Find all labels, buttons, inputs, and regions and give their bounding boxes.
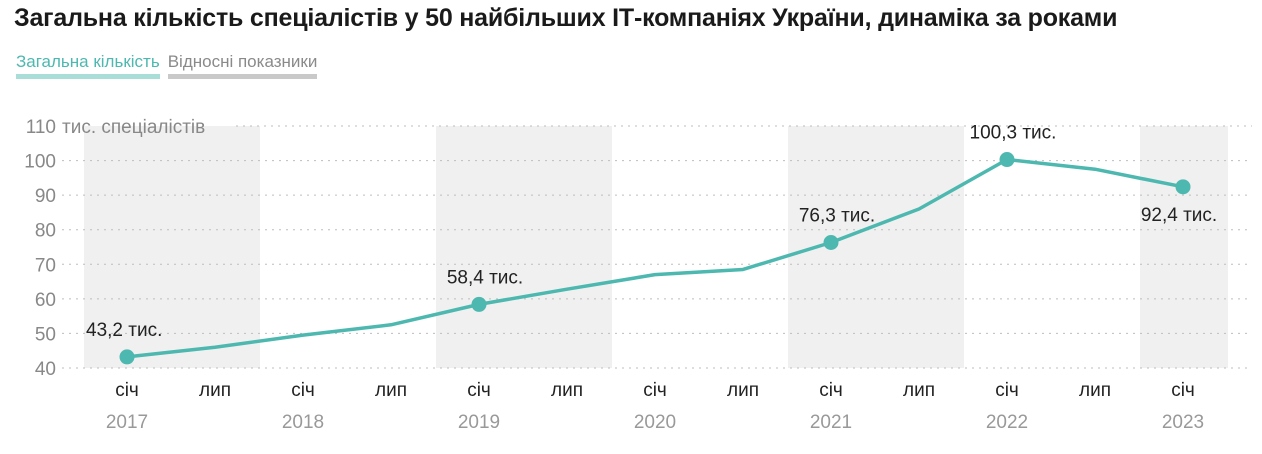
y-axis-ticks: 40 50 60 70 80 90 100 110 тис. спеціалістів [24, 117, 205, 380]
data-label: 76,3 тис. [799, 206, 875, 227]
x-tick-label: січ [115, 380, 139, 401]
x-tick-label: лип [199, 380, 231, 401]
data-point [1175, 179, 1191, 195]
data-label: 92,4 тис. [1141, 205, 1217, 226]
x-tick-label: січ [467, 380, 491, 401]
data-point [823, 235, 839, 251]
x-tick-label: лип [551, 380, 583, 401]
y-tick-label: 80 [35, 221, 56, 242]
year-label: 2019 [458, 412, 500, 433]
data-point [471, 296, 487, 312]
grid-lines [62, 125, 1252, 369]
year-label: 2021 [810, 412, 852, 433]
series-line [119, 152, 1191, 365]
data-label: 43,2 тис. [86, 320, 162, 341]
view-tabs: Загальна кількість Відносні показники [16, 52, 318, 79]
series-path [125, 157, 1185, 359]
x-tick-label: лип [903, 380, 935, 401]
x-tick-label: січ [819, 380, 843, 401]
year-label: 2020 [634, 412, 676, 433]
y-tick-label: 50 [35, 324, 56, 345]
data-labels: 43,2 тис. 58,4 тис. 76,3 тис. 100,3 тис. 92,… [86, 123, 1217, 341]
x-tick-label: січ [643, 380, 667, 401]
year-label: 2017 [106, 412, 148, 433]
data-label: 100,3 тис. [970, 123, 1057, 144]
y-tick-label: 110 [26, 117, 56, 138]
year-labels: 2017 2018 2019 2020 2021 2022 2023 [106, 412, 1204, 433]
y-tick-label: 70 [35, 255, 56, 276]
x-tick-label: січ [291, 380, 315, 401]
y-tick-label: 40 [35, 359, 56, 380]
x-axis-ticks: січ лип січ лип січ лип січ лип січ лип січ лип січ [115, 380, 1195, 401]
x-tick-label: січ [995, 380, 1019, 401]
data-point [999, 152, 1015, 168]
year-band [1140, 126, 1228, 368]
year-band [436, 126, 612, 368]
tab-total-count[interactable]: Загальна кількість [16, 52, 160, 79]
year-label: 2018 [282, 412, 324, 433]
y-tick-label: 60 [35, 290, 56, 311]
data-point [119, 349, 135, 365]
x-tick-label: лип [375, 380, 407, 401]
year-label: 2022 [986, 412, 1028, 433]
tab-relative-indicators[interactable]: Відносні показники [167, 52, 318, 79]
y-axis-label: тис. спеціалістів [62, 117, 205, 138]
x-tick-label: січ [1171, 380, 1195, 401]
data-label: 58,4 тис. [447, 267, 523, 288]
year-label: 2023 [1162, 412, 1204, 433]
year-bands [84, 126, 1228, 368]
y-tick-label: 100 [24, 152, 56, 173]
x-tick-label: лип [727, 380, 759, 401]
x-tick-label: лип [1079, 380, 1111, 401]
year-band [84, 126, 260, 368]
y-tick-label: 90 [35, 186, 56, 207]
chart-title: Загальна кількість спеціалістів у 50 най… [14, 4, 1118, 32]
